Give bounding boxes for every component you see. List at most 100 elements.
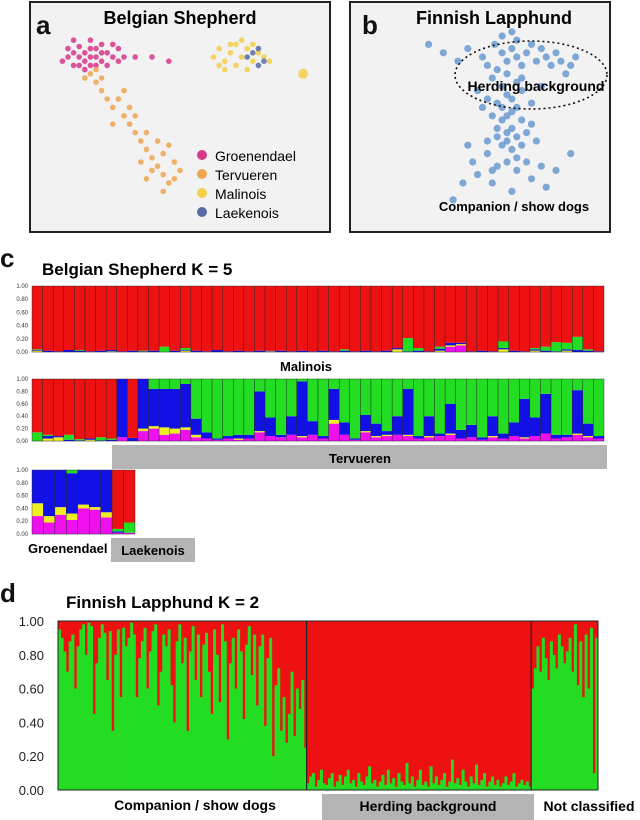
point-tervueren xyxy=(93,79,99,85)
point-lapphund xyxy=(518,141,526,149)
ancestry-bar-green xyxy=(162,634,166,790)
admixture-segment xyxy=(53,286,64,352)
ancestry-bar-green xyxy=(344,776,348,790)
ancestry-bar-green xyxy=(170,685,174,790)
row1-ytick: 0.80 xyxy=(16,297,28,303)
point-lapphund xyxy=(459,179,467,187)
admixture-segment xyxy=(476,286,488,351)
ancestry-bar-green xyxy=(509,781,513,790)
point-malinois xyxy=(216,45,222,52)
admixture-segment xyxy=(582,437,594,441)
ancestry-bar-green xyxy=(394,786,398,790)
ancestry-bar-green xyxy=(250,675,254,790)
point-tervueren xyxy=(98,87,105,94)
admixture-segment xyxy=(360,379,371,415)
point-lapphund xyxy=(508,28,516,36)
point-malinois xyxy=(244,66,250,73)
ancestry-bar-green xyxy=(98,637,102,790)
admixture-segment xyxy=(519,437,530,439)
admixture-segment xyxy=(551,438,562,441)
point-groenendael xyxy=(87,37,94,43)
ancestry-bar-green xyxy=(156,705,160,790)
legend-marker-groenendael xyxy=(197,150,207,160)
admixture-segment xyxy=(381,350,393,352)
point-tervueren xyxy=(149,167,155,174)
ancestry-bar-green xyxy=(515,786,519,790)
admixture-segment xyxy=(100,512,113,518)
admixture-segment xyxy=(180,348,191,351)
ancestry-bar-green xyxy=(333,786,337,790)
admixture-segment xyxy=(32,349,43,351)
ancestry-bar-green xyxy=(167,629,171,790)
admixture-segment xyxy=(466,286,477,352)
admixture-segment xyxy=(169,433,181,441)
point-malinois xyxy=(227,50,234,56)
admixture-segment xyxy=(593,438,604,441)
point-lapphund xyxy=(508,45,516,53)
point-groenendael xyxy=(70,50,77,56)
admixture-segment xyxy=(233,379,244,435)
panel-b-points xyxy=(425,28,580,204)
admixture-segment xyxy=(434,346,446,349)
point-lapphund xyxy=(478,53,487,61)
admixture-segment xyxy=(551,286,562,343)
ancestry-bar-green xyxy=(434,776,438,790)
admixture-segment xyxy=(106,286,117,351)
ancestry-bar-green xyxy=(317,779,321,790)
admixture-segment xyxy=(74,286,85,351)
admixture-segment xyxy=(222,438,234,441)
ancestry-bar-green xyxy=(223,641,227,790)
point-tervueren xyxy=(160,150,166,157)
ancestry-bar-green xyxy=(589,627,593,790)
admixture-segment xyxy=(593,351,604,352)
row1-ytick: 0.60 xyxy=(16,310,28,316)
point-lapphund xyxy=(439,49,447,57)
point-groenendael xyxy=(166,58,172,64)
point-malinois xyxy=(222,58,228,64)
panel-c-bars: 1.00 0.80 0.60 0.40 0.20 0.00 1.00 0.80 0.60 0.40… xyxy=(16,284,605,538)
tervueren-group-bar xyxy=(112,445,607,469)
admixture-segment xyxy=(498,349,509,352)
admixture-segment xyxy=(445,434,456,441)
admixture-segment xyxy=(339,379,350,423)
admixture-segment xyxy=(455,342,467,345)
admixture-segment xyxy=(137,428,149,432)
ancestry-bar-green xyxy=(263,725,267,790)
admixture-segment xyxy=(318,286,329,351)
point-tervueren xyxy=(121,87,127,94)
point-groenendael xyxy=(82,66,88,73)
admixture-segment xyxy=(112,470,124,529)
admixture-segment xyxy=(445,346,456,352)
ancestry-bar-green xyxy=(87,622,91,790)
ancestry-bar-green xyxy=(389,783,393,790)
ancestry-bar-green xyxy=(384,784,388,790)
point-lapphund xyxy=(537,45,545,53)
admixture-segment xyxy=(413,379,424,437)
ancestry-bar-green xyxy=(175,641,179,790)
ancestry-bar-green xyxy=(119,697,123,790)
ancestry-bar-green xyxy=(392,778,396,790)
panel-a-legend: Groenendael Tervueren Malinois Laekenois xyxy=(197,148,296,221)
point-tervueren xyxy=(154,163,161,169)
point-groenendael xyxy=(93,62,99,69)
admixture-segment xyxy=(159,427,170,435)
ancestry-bar-green xyxy=(271,756,275,790)
admixture-segment xyxy=(582,349,594,351)
ancestry-bar-green xyxy=(100,624,104,790)
point-groenendael xyxy=(98,50,105,56)
admixture-segment xyxy=(254,431,266,433)
admixture-segment xyxy=(63,350,75,352)
admixture-segment xyxy=(42,436,54,439)
point-tervueren xyxy=(138,159,144,165)
admixture-segment xyxy=(127,286,138,351)
point-lapphund xyxy=(498,116,506,124)
ancestry-bar-green xyxy=(418,769,422,790)
admixture-segment xyxy=(529,417,541,437)
admixture-segment xyxy=(423,379,435,417)
ancestry-bar-green xyxy=(127,637,131,790)
ancestry-bar-green xyxy=(501,783,505,790)
ancestry-bar-green xyxy=(472,783,476,790)
admixture-segment xyxy=(123,522,135,533)
point-lapphund xyxy=(474,171,482,179)
point-tervueren xyxy=(110,104,116,111)
